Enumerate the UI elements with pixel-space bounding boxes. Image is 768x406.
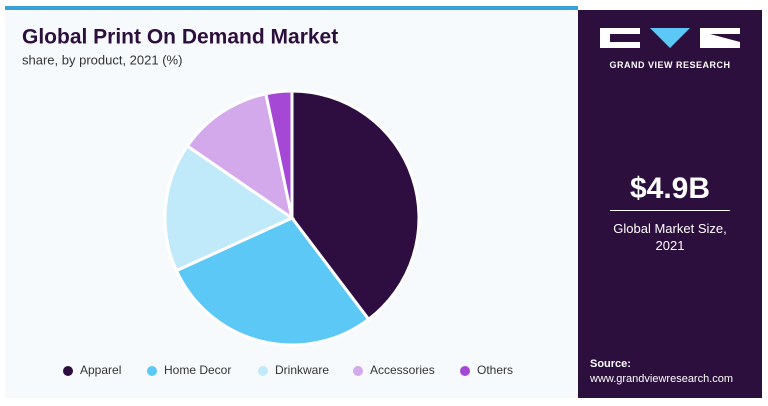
pie-slice <box>290 89 421 322</box>
source-url: www.grandviewresearch.com <box>590 373 734 385</box>
pie-slice <box>163 143 296 273</box>
legend-marker <box>147 366 157 376</box>
chart-subtitle: share, by product, 2021 (%) <box>22 52 182 67</box>
legend-marker <box>353 366 363 376</box>
legend-label: Apparel <box>80 363 121 377</box>
top-bar <box>5 6 578 10</box>
side-panel: GRAND VIEW RESEARCH $4.9B Global Market … <box>578 10 762 398</box>
legend-marker <box>258 366 268 376</box>
legend-marker <box>460 366 470 376</box>
legend-marker <box>63 366 73 376</box>
divider <box>610 210 730 211</box>
pie-slice <box>185 91 295 222</box>
source-label: Source: <box>590 358 631 370</box>
legend-label: Others <box>477 363 513 377</box>
market-size-label: Global Market Size, 2021 <box>613 221 727 253</box>
legend-label: Home Decor <box>164 363 231 377</box>
chart-title: Global Print On Demand Market <box>22 26 338 49</box>
logo <box>600 28 740 48</box>
market-size: $4.9B <box>629 172 711 205</box>
pie-slice <box>264 89 294 219</box>
chart: Global Print On Demand Market share, by … <box>5 6 578 378</box>
brand: GRAND VIEW RESEARCH <box>609 60 731 70</box>
legend-label: Accessories <box>370 363 435 377</box>
legend-label: Drinkware <box>275 363 329 377</box>
